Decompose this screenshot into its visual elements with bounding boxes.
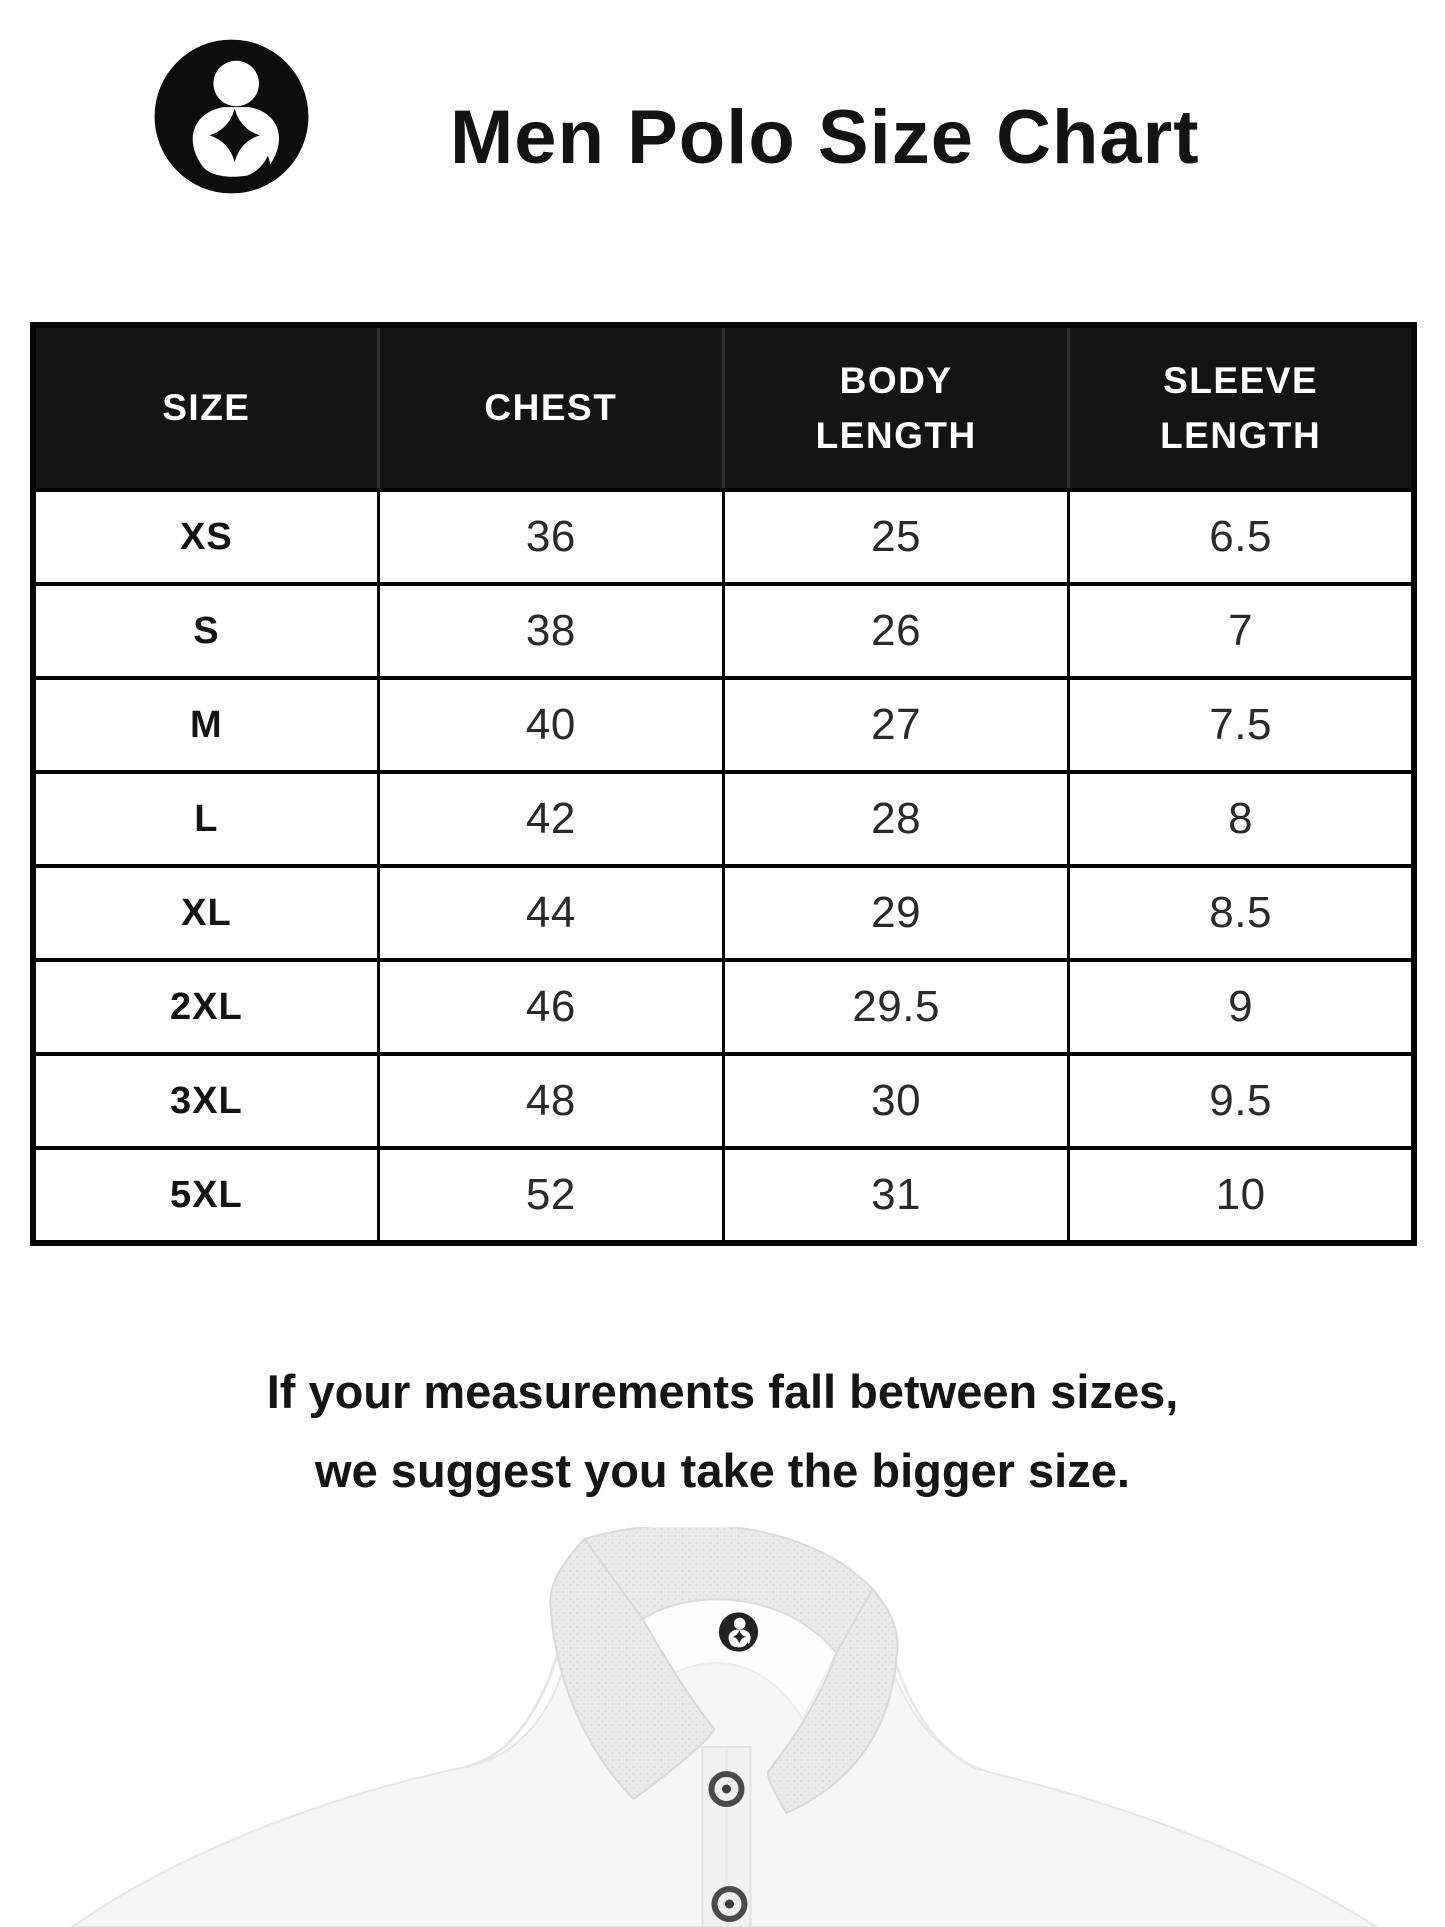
value-chest-s: 38 <box>376 582 726 680</box>
col-header-sleeve_length: SLEEVE LENGTH <box>1067 323 1416 492</box>
value-chest-xl: 44 <box>376 864 726 962</box>
value-chest-l: 42 <box>376 770 726 868</box>
value-sleeve_length-xs: 6.5 <box>1067 488 1416 586</box>
value-chest-xs: 36 <box>376 488 726 586</box>
size-label-5xl: 5XL <box>31 1146 380 1245</box>
polo-button-bottom <box>711 1886 747 1922</box>
size-label-s: S <box>31 582 380 680</box>
size-table-row-xs: XS 36 25 6.5 <box>31 488 1416 586</box>
size-table-row-s: S 38 26 7 <box>31 582 1416 680</box>
size-label-xs: XS <box>31 488 380 586</box>
value-body_length-l: 28 <box>721 770 1071 868</box>
brand-logo-icon <box>154 39 309 194</box>
size-table-header-row: SIZE CHEST BODY LENGTH SLEEVE LENGTH <box>31 323 1416 492</box>
size-label-2xl: 2XL <box>31 958 380 1056</box>
page-title: Men Polo Size Chart <box>450 95 1200 180</box>
value-body_length-5xl: 31 <box>721 1146 1071 1245</box>
fit-note-line1: If your measurements fall between sizes, <box>266 1365 1179 1418</box>
fit-note: If your measurements fall between sizes,… <box>0 1352 1445 1510</box>
value-sleeve_length-xl: 8.5 <box>1067 864 1416 962</box>
value-chest-3xl: 48 <box>376 1052 726 1150</box>
size-label-xl: XL <box>31 864 380 962</box>
col-header-size: SIZE <box>31 323 380 492</box>
value-body_length-s: 26 <box>721 582 1071 680</box>
size-table-row-xl: XL 44 29 8.5 <box>31 864 1416 962</box>
col-header-body_length: BODY LENGTH <box>721 323 1071 492</box>
size-label-m: M <box>31 676 380 774</box>
value-sleeve_length-s: 7 <box>1067 582 1416 680</box>
size-table-row-m: M 40 27 7.5 <box>31 676 1416 774</box>
value-body_length-xl: 29 <box>721 864 1071 962</box>
collar-label-logo-icon <box>718 1612 758 1652</box>
size-label-l: L <box>31 770 380 868</box>
polo-body <box>70 1527 1378 1927</box>
size-label-3xl: 3XL <box>31 1052 380 1150</box>
collar-left-flap <box>548 1537 716 1801</box>
size-table-body: XS 36 25 6.5 S 38 26 7 M 40 27 7.5 L 42 28 8 XL 44 29 8.5 2X… <box>31 488 1416 1245</box>
polo-shirt-photo <box>70 1527 1378 1927</box>
polo-button-top <box>708 1771 744 1807</box>
value-sleeve_length-3xl: 9.5 <box>1067 1052 1416 1150</box>
value-body_length-3xl: 30 <box>721 1052 1071 1150</box>
value-chest-m: 40 <box>376 676 726 774</box>
size-table-row-5xl: 5XL 52 31 10 <box>31 1146 1416 1245</box>
collar-right-flap <box>766 1587 899 1815</box>
value-sleeve_length-l: 8 <box>1067 770 1416 868</box>
size-table-head: SIZE CHEST BODY LENGTH SLEEVE LENGTH <box>31 323 1416 492</box>
size-table-row-l: L 42 28 8 <box>31 770 1416 868</box>
size-table-row-3xl: 3XL 48 30 9.5 <box>31 1052 1416 1150</box>
value-chest-5xl: 52 <box>376 1146 726 1245</box>
value-body_length-xs: 25 <box>721 488 1071 586</box>
value-sleeve_length-2xl: 9 <box>1067 958 1416 1056</box>
value-chest-2xl: 46 <box>376 958 726 1056</box>
value-sleeve_length-5xl: 10 <box>1067 1146 1416 1245</box>
size-table: SIZE CHEST BODY LENGTH SLEEVE LENGTH XS 36 25 6.… <box>30 322 1417 1246</box>
value-body_length-m: 27 <box>721 676 1071 774</box>
col-header-chest: CHEST <box>376 323 726 492</box>
size-table-row-2xl: 2XL 46 29.5 9 <box>31 958 1416 1056</box>
fit-note-line2: we suggest you take the bigger size. <box>315 1444 1130 1497</box>
value-body_length-2xl: 29.5 <box>721 958 1071 1056</box>
value-sleeve_length-m: 7.5 <box>1067 676 1416 774</box>
